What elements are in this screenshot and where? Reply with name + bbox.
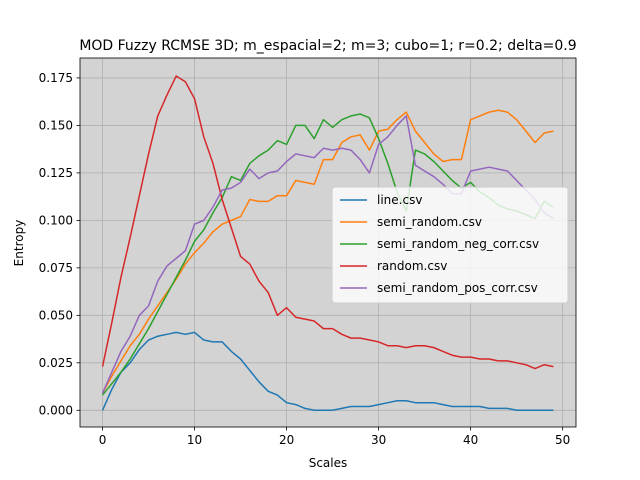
y-tick-label: 0.100 (39, 213, 73, 227)
legend-label-semi-random-pos-corr: semi_random_pos_corr.csv (377, 281, 538, 295)
legend-label-random: random.csv (377, 259, 447, 273)
y-tick-label: 0.050 (39, 308, 73, 322)
legend-label-semi-random-neg-corr: semi_random_neg_corr.csv (377, 237, 539, 251)
legend-box (331, 186, 569, 304)
legend: line.csv semi_random.csv semi_random_neg_c… (331, 186, 569, 304)
y-tick-label: 0.125 (39, 166, 73, 180)
legend-label-semi-random: semi_random.csv (377, 215, 482, 229)
x-axis-title: Scales (309, 456, 348, 470)
y-tick-label: 0.150 (39, 118, 73, 132)
axis-ticks: 0 10 20 30 40 50 0.000 0.025 0.050 0.075 0.100 0.12… (39, 71, 571, 447)
series-line-line (101, 331, 554, 412)
x-tick-label: 40 (463, 433, 478, 447)
x-tick-label: 30 (371, 433, 386, 447)
x-tick-label: 20 (279, 433, 294, 447)
y-tick-label: 0.175 (39, 71, 73, 85)
y-tick-label: 0.075 (39, 261, 73, 275)
y-tick-label: 0.025 (39, 356, 73, 370)
x-tick-label: 0 (99, 433, 107, 447)
chart-title: MOD Fuzzy RCMSE 3D; m_espacial=2; m=3; c… (79, 38, 576, 54)
x-tick-label: 50 (555, 433, 570, 447)
data-series (101, 75, 554, 412)
plot-frame (79, 57, 577, 428)
y-axis-title: Entropy (12, 220, 26, 267)
series-line-semi-random-pos-corr (101, 115, 554, 394)
series-line-semi-random (101, 109, 554, 394)
y-tick-label: 0.000 (39, 403, 73, 417)
series-line-random (101, 75, 554, 370)
x-tick-label: 10 (187, 433, 202, 447)
legend-label-line: line.csv (377, 193, 422, 207)
